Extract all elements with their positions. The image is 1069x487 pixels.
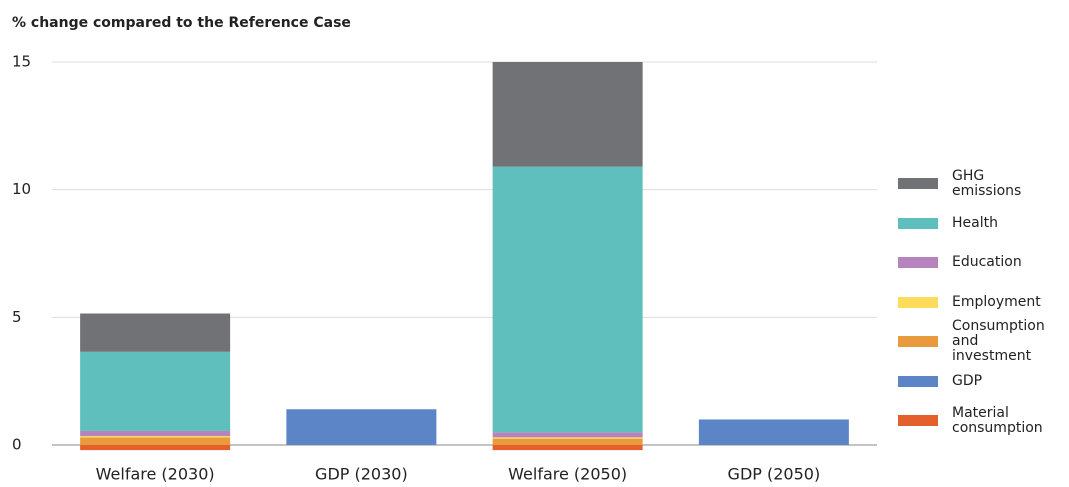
legend-label: Consumption and investment: [952, 318, 1045, 365]
chart-title: % change compared to the Reference Case: [12, 15, 351, 31]
x-tick-label: GDP (2050): [728, 465, 821, 484]
legend-label: Material consumption: [952, 404, 1043, 436]
legend-swatch: [898, 375, 938, 387]
bar-segment: [80, 351, 231, 431]
legend-swatch: [898, 217, 938, 229]
bar-segment: [80, 430, 231, 437]
legend-label: Employment: [952, 293, 1041, 310]
legend-swatch: [898, 178, 938, 190]
bar-segment: [80, 437, 231, 445]
x-tick-label: Welfare (2050): [508, 465, 627, 484]
legend-item: Health: [898, 204, 1058, 244]
bar-segment: [492, 437, 643, 439]
bar-segment: [492, 166, 643, 433]
legend-item: Education: [898, 243, 1058, 283]
x-tick-label: GDP (2030): [315, 465, 408, 484]
legend-swatch: [898, 296, 938, 308]
x-tick-label: Welfare (2030): [96, 465, 215, 484]
legend-label: GDP: [952, 372, 983, 389]
legend-swatch: [898, 257, 938, 269]
legend-item: GHG emissions: [898, 164, 1058, 204]
bar-segment: [80, 436, 231, 438]
legend-item: Material consumption: [898, 401, 1058, 441]
legend-label: GHG emissions: [952, 167, 1022, 199]
y-tick-label: 5: [12, 308, 22, 326]
bar-segment: [492, 438, 643, 445]
y-tick-label: 15: [12, 53, 31, 71]
legend-swatch: [898, 415, 938, 427]
bar-segment: [698, 419, 849, 445]
legend-swatch: [898, 336, 938, 348]
bar-segment: [492, 432, 643, 438]
bar-segment: [286, 409, 437, 445]
legend-item: Employment: [898, 283, 1058, 323]
y-tick-label: 0: [12, 436, 22, 454]
bar-segment: [492, 62, 643, 167]
legend: GHG emissions Health Education Employment Co…: [898, 164, 1058, 441]
bar-segment: [80, 445, 231, 451]
legend-item: GDP: [898, 362, 1058, 402]
legend-label: Health: [952, 214, 998, 231]
y-tick-label: 10: [12, 180, 31, 198]
bar-segment: [80, 313, 231, 352]
legend-item: Consumption and investment: [898, 318, 1058, 365]
legend-label: Education: [952, 254, 1022, 271]
bar-segment: [492, 445, 643, 451]
